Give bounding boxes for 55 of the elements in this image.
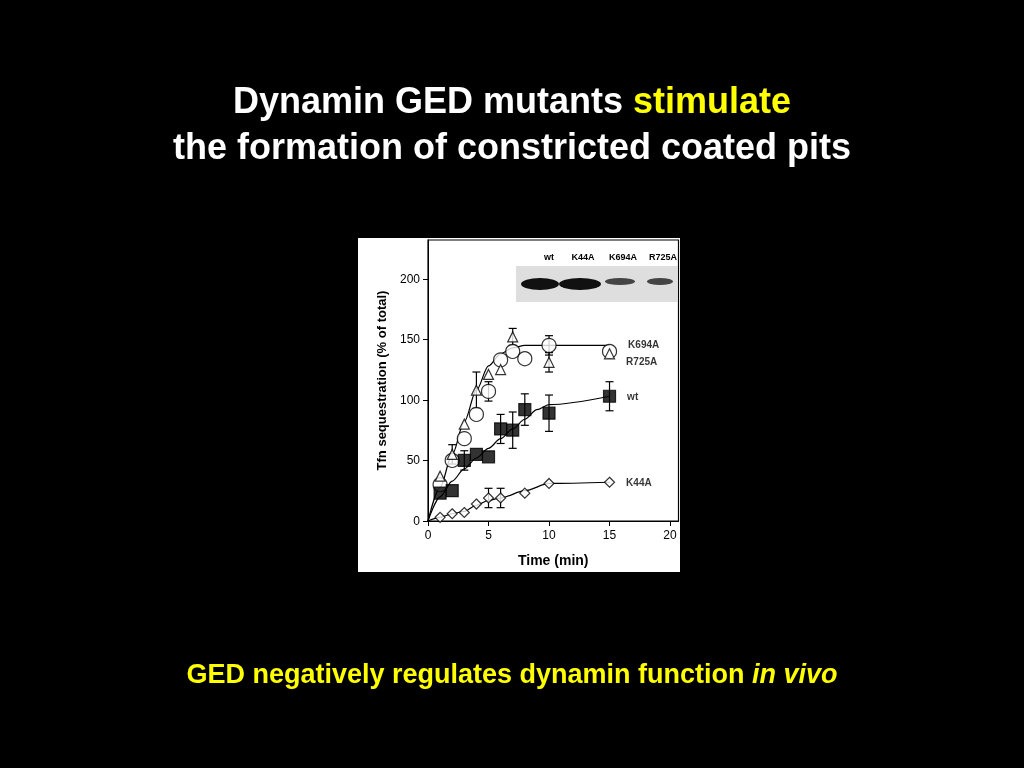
- point: [518, 402, 532, 417]
- point: [505, 343, 521, 360]
- y-tick-label: 100: [399, 392, 421, 407]
- x-tick-label: 20: [663, 528, 678, 542]
- point: [458, 506, 470, 519]
- point: [470, 384, 483, 396]
- point: [446, 448, 458, 460]
- point: [603, 348, 616, 360]
- chart-title: Dynamin GED mutants stimulate: [232, 79, 792, 121]
- y-axis-title: Tfn sequestration (% of total): [374, 290, 389, 471]
- point: [434, 470, 446, 482]
- x-axis-title: Time (min): [517, 552, 589, 568]
- series-label: wt: [626, 390, 639, 402]
- y-tick-label: 200: [399, 271, 421, 286]
- point: [494, 422, 508, 436]
- point: [602, 389, 617, 403]
- y-tick-label: 50: [406, 453, 421, 468]
- point: [458, 418, 470, 430]
- point: [445, 484, 459, 498]
- x-tick-label: 10: [542, 528, 557, 542]
- point: [493, 352, 509, 368]
- annotation: K44A: [570, 252, 596, 262]
- point: [433, 486, 447, 500]
- point: [434, 511, 446, 523]
- point: [468, 406, 485, 423]
- x-tick-label: 0: [424, 528, 432, 542]
- point: [481, 450, 496, 464]
- point: [543, 356, 555, 368]
- series-label: K44A: [626, 476, 652, 488]
- x-tick-label: 5: [485, 528, 493, 542]
- series-label: R725A: [626, 356, 658, 368]
- series-label: K694A: [628, 338, 660, 350]
- point: [456, 431, 472, 447]
- point: [446, 508, 458, 520]
- text: GED negatively regulates dynamin function in vivo: [186, 658, 838, 689]
- annotation: R725A: [648, 252, 678, 262]
- point: [507, 331, 519, 343]
- point: [543, 477, 555, 490]
- x-tick-label: 15: [602, 528, 617, 542]
- point: [542, 406, 556, 420]
- y-tick-label: 0: [413, 514, 421, 528]
- point: [469, 447, 484, 461]
- chart-subtitle: the formation of constricted coated pits: [172, 125, 852, 167]
- y-tick-label: 150: [399, 332, 421, 347]
- annotation: wt: [543, 252, 555, 262]
- point: [519, 487, 531, 499]
- point: [495, 492, 507, 504]
- annotation: K694A: [608, 252, 638, 262]
- point: [470, 498, 483, 510]
- point: [495, 364, 507, 376]
- point: [482, 492, 495, 504]
- point: [482, 368, 495, 381]
- point: [517, 351, 533, 367]
- point: [506, 423, 520, 437]
- point: [603, 476, 616, 488]
